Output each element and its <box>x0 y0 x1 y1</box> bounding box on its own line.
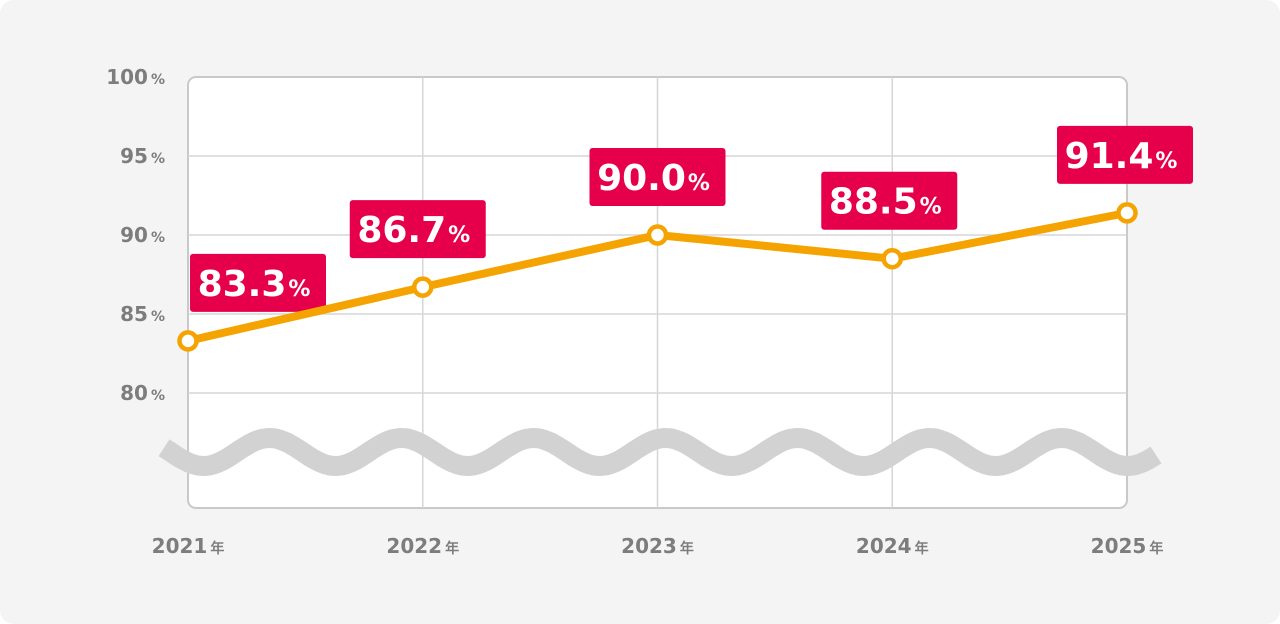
data-label-text: 83.3% <box>198 264 311 305</box>
data-point <box>177 330 199 352</box>
y-tick-label: 80% <box>120 381 165 405</box>
y-tick-label: 90% <box>120 223 165 247</box>
y-tick-label: 100% <box>106 65 165 89</box>
data-label-box <box>349 200 486 259</box>
data-labels: 83.3% 86.7% 90.0% 88.5% 91.4% <box>190 125 1193 312</box>
data-label-box <box>821 171 958 230</box>
x-tick-label: 2021 年 <box>152 534 225 558</box>
x-tick-label: 2024 年 <box>856 534 929 558</box>
data-label: 91.4% <box>1057 125 1193 184</box>
data-label: 86.7% <box>349 200 486 259</box>
data-label: 88.5% <box>821 171 958 230</box>
data-point <box>412 276 434 298</box>
data-point <box>1116 202 1138 224</box>
data-label: 90.0% <box>589 148 726 206</box>
data-label: 83.3% <box>190 253 326 312</box>
y-tick-label: 85% <box>120 302 165 326</box>
x-tick-label: 2025 年 <box>1091 534 1164 558</box>
data-label-box <box>190 253 326 312</box>
data-label-text: 86.7% <box>357 210 470 251</box>
data-label-text: 88.5% <box>829 182 942 223</box>
data-label-text: 90.0% <box>597 158 710 199</box>
data-label-text: 91.4% <box>1065 136 1178 177</box>
x-tick-label: 2023 年 <box>621 534 694 558</box>
y-tick-label: 95% <box>120 144 165 168</box>
axis-break-mark <box>158 428 1162 476</box>
data-point <box>646 224 669 246</box>
data-label-box <box>1057 125 1193 184</box>
data-point <box>881 247 903 270</box>
data-label-box <box>589 148 726 206</box>
x-tick-label: 2022 年 <box>386 534 459 558</box>
